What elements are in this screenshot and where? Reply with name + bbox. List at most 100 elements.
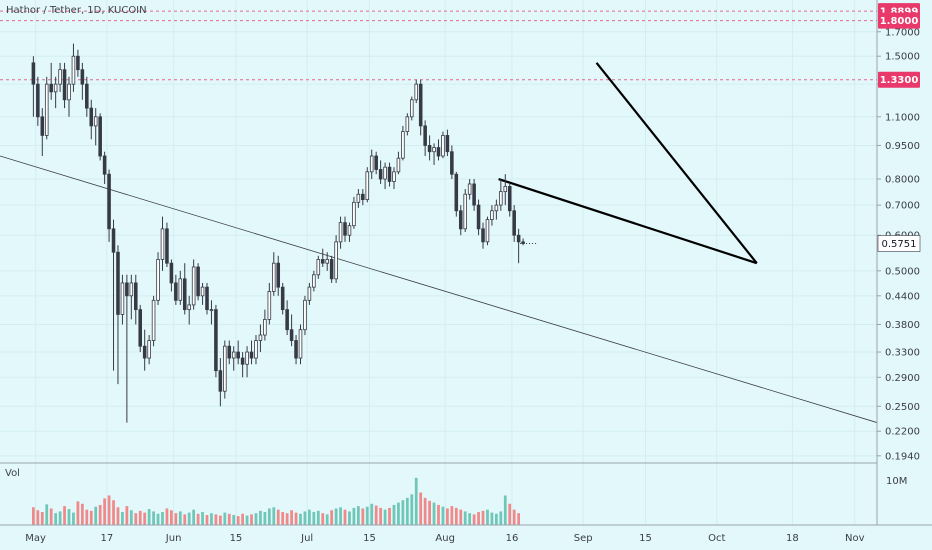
time-tick-label: 15	[639, 533, 652, 544]
candle-up	[231, 351, 236, 359]
time-tick-label: Sep	[574, 533, 593, 544]
candle-down	[40, 116, 45, 136]
volume-bar	[63, 506, 66, 525]
volume-bar	[428, 500, 431, 525]
price-tick-label: 0.3300	[885, 348, 920, 359]
candle-down	[85, 83, 89, 109]
candle-down	[142, 345, 147, 359]
price-level-badge-label: 1.8899	[880, 7, 919, 18]
candle-down	[289, 329, 294, 341]
candle-down	[116, 251, 120, 315]
candle-down	[31, 62, 36, 85]
candle-down	[76, 55, 80, 71]
candle-down	[89, 107, 94, 127]
candle-down	[218, 370, 223, 392]
price-level-badge	[878, 12, 920, 29]
candle-down	[329, 259, 334, 280]
price-tick-label: 0.3800	[885, 320, 920, 331]
candle-up	[187, 304, 191, 311]
volume-bar	[494, 513, 498, 525]
candle-up	[325, 259, 329, 264]
volume-bar	[276, 509, 280, 525]
candle-down	[361, 193, 365, 201]
volume-bar	[143, 512, 147, 525]
candle-down	[107, 173, 111, 230]
volume-bar	[281, 512, 285, 525]
candle-up	[245, 351, 249, 365]
volume-bar	[40, 512, 44, 525]
candle-up	[352, 201, 356, 227]
candle-up	[441, 135, 445, 157]
volume-bar	[312, 512, 316, 525]
candle-up	[490, 210, 494, 220]
volume-label: Vol	[5, 468, 20, 479]
volume-bar	[374, 505, 378, 525]
volume-bar	[405, 497, 409, 525]
volume-bar	[290, 510, 293, 525]
volume-bar	[432, 502, 436, 525]
candle-up	[356, 193, 361, 203]
candle-up	[316, 259, 321, 276]
candle-up	[432, 147, 436, 153]
long-trendline	[0, 155, 878, 423]
candle-down	[165, 228, 169, 264]
candle-down	[423, 125, 427, 146]
candle-down	[450, 151, 454, 175]
volume-bar	[54, 513, 58, 525]
time-tick-label: Jul	[300, 533, 313, 544]
trendlines[interactable]	[0, 62, 878, 423]
candle-up	[53, 83, 58, 93]
candle-up	[263, 318, 267, 336]
candle-up	[405, 116, 410, 132]
volume-bar	[76, 501, 80, 525]
candle-up	[129, 282, 134, 297]
candle-up	[392, 171, 396, 182]
price-level-badge	[878, 71, 920, 88]
volume-bar	[161, 512, 164, 525]
volume-bar	[116, 507, 120, 525]
volume-bar	[339, 507, 342, 525]
current-price-badge	[877, 235, 921, 252]
candle-up	[396, 157, 401, 173]
candle-up	[499, 191, 503, 206]
volume-bar	[481, 510, 485, 525]
volume-bar	[165, 508, 169, 525]
volume-bar	[486, 509, 489, 525]
volume-bar	[210, 513, 213, 525]
candle-up	[369, 155, 374, 173]
candle-down	[240, 357, 245, 365]
candle-down	[214, 309, 218, 372]
volume-bar	[334, 508, 338, 525]
volume-bar	[183, 514, 187, 525]
candle-down	[80, 69, 85, 85]
volume-bar	[218, 515, 222, 525]
time-tick-label: Jun	[165, 533, 182, 544]
volume-bar	[259, 510, 262, 525]
volume-bar	[316, 510, 320, 525]
candle-down	[387, 166, 392, 182]
candle-down	[236, 351, 240, 359]
volume-bar	[388, 507, 391, 525]
candle-down	[481, 228, 485, 243]
candle-up	[254, 340, 258, 359]
price-tick-label: 0.2500	[885, 402, 920, 413]
price-tick-label: 0.8000	[885, 175, 920, 186]
volume-bar	[321, 513, 325, 525]
volume-bar	[85, 509, 89, 525]
price-tick-label: 1.1000	[885, 112, 920, 123]
volume-bar	[397, 502, 400, 525]
time-tick-label: Nov	[845, 533, 865, 544]
volume-bar	[107, 495, 111, 525]
price-tick-label: 0.9500	[885, 141, 920, 152]
volume-bar	[437, 504, 440, 525]
volume-bar	[450, 506, 454, 525]
volume-bar	[125, 506, 129, 525]
candle-down	[205, 286, 209, 311]
candle-down	[133, 282, 138, 311]
volume-bar	[147, 509, 151, 525]
volume-bar	[517, 513, 521, 525]
volume-bar	[490, 512, 494, 525]
price-tick-label: 0.5000	[885, 266, 920, 277]
